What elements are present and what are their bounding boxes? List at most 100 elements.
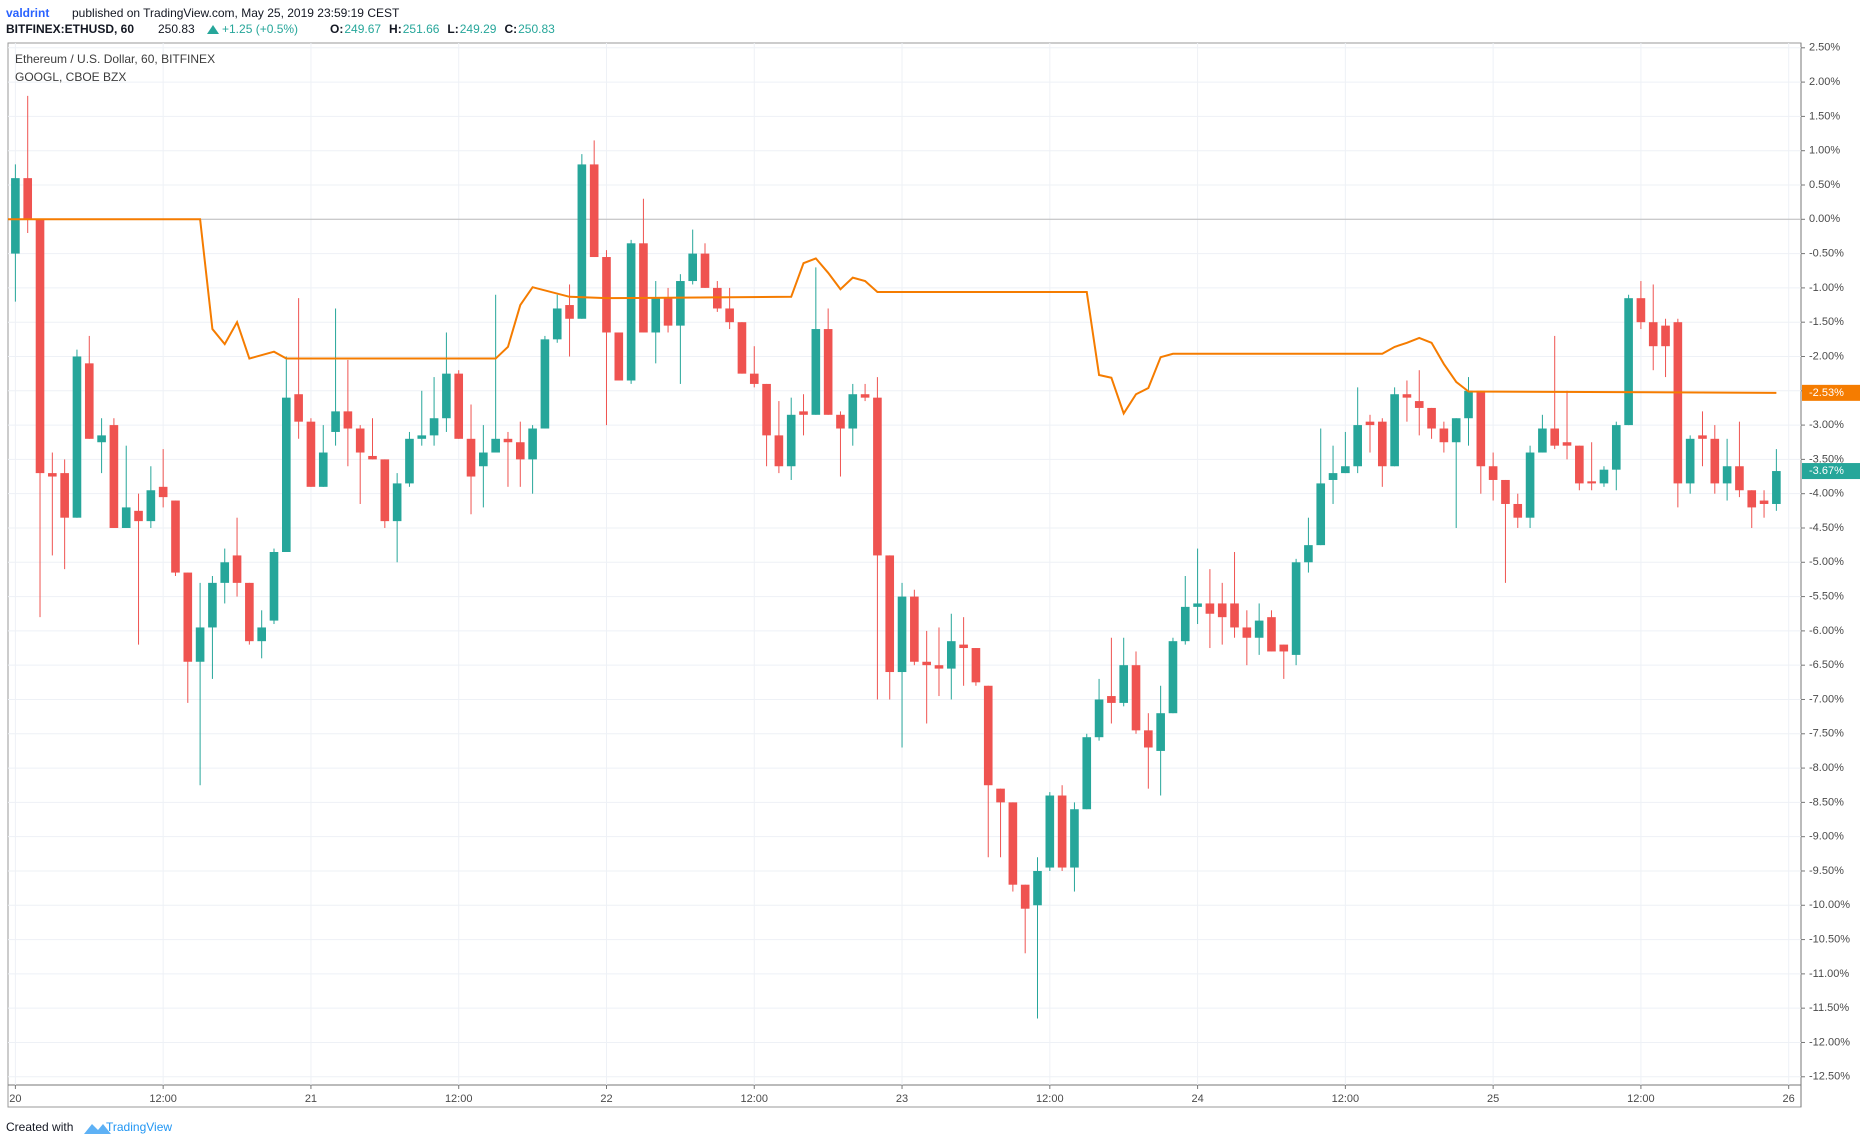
candle-body xyxy=(1525,452,1535,518)
x-tick-label: 25 xyxy=(1487,1093,1499,1105)
y-tick-label: -9.00% xyxy=(1809,831,1844,843)
candle-body xyxy=(1328,473,1338,480)
candle-body xyxy=(23,178,33,220)
ohlc-value: 249.67 xyxy=(344,22,381,36)
candle-body xyxy=(1094,699,1104,738)
ohlc-value: 250.83 xyxy=(518,22,555,36)
candle-body xyxy=(1464,390,1473,419)
candle-body xyxy=(343,411,353,429)
candle-body xyxy=(1082,737,1092,810)
y-tick-label: -0.50% xyxy=(1809,248,1844,260)
x-tick-label: 22 xyxy=(600,1093,612,1105)
candle-body xyxy=(1550,428,1560,446)
candle-body xyxy=(589,164,599,258)
candle-body xyxy=(934,665,944,669)
candle-body xyxy=(1439,428,1449,443)
candle-body xyxy=(195,627,205,662)
candle-body xyxy=(1427,407,1436,429)
y-tick-label: -12.00% xyxy=(1809,1036,1850,1048)
change: +1.25 (+0.5%) xyxy=(222,22,298,36)
candle-body xyxy=(860,394,870,398)
candle-body xyxy=(811,329,821,415)
candle-body xyxy=(1168,641,1178,714)
x-tick-label: 24 xyxy=(1191,1093,1203,1105)
candle-body xyxy=(1008,802,1018,885)
ohlc-label: C: xyxy=(504,22,517,36)
candle-body xyxy=(1033,870,1042,906)
candle-body xyxy=(245,582,254,642)
y-tick-label: -6.00% xyxy=(1809,625,1844,637)
candle-body xyxy=(762,383,771,436)
candle-body xyxy=(1353,425,1362,467)
candle-body xyxy=(910,596,919,662)
candle-body xyxy=(663,298,673,326)
candle-body xyxy=(749,373,759,384)
candle-body xyxy=(1242,627,1252,638)
candle-body xyxy=(146,490,156,522)
candle-body xyxy=(232,555,242,583)
candle-body xyxy=(651,298,661,333)
candle-body xyxy=(971,648,981,683)
candle-body xyxy=(1107,696,1116,703)
footer-brand[interactable]: TradingView xyxy=(106,1120,172,1134)
candle-body xyxy=(848,394,858,429)
candle-body xyxy=(1267,617,1276,652)
x-tick-label: 23 xyxy=(896,1093,908,1105)
candle-body xyxy=(1562,442,1572,446)
candle-body xyxy=(774,435,784,467)
legend-compare: GOOGL, CBOE BZX xyxy=(15,70,126,84)
candle-body xyxy=(380,459,390,522)
candle-body xyxy=(269,551,279,621)
candle-body xyxy=(1414,401,1424,408)
candle-body xyxy=(331,411,340,432)
candle-body xyxy=(1513,503,1523,518)
ohlc-value: 251.66 xyxy=(403,22,440,36)
ticker: BITFINEX:ETHUSD, 60 xyxy=(6,22,134,36)
price-badge-label: -2.53% xyxy=(1809,387,1844,399)
x-tick-label: 12:00 xyxy=(445,1093,473,1105)
candle-body xyxy=(897,596,907,673)
y-tick-label: 1.00% xyxy=(1809,145,1840,157)
candle-body xyxy=(1735,466,1744,491)
candle-body xyxy=(503,438,513,443)
author[interactable]: valdrint xyxy=(6,6,49,20)
candle-body xyxy=(1156,713,1165,751)
candle-body xyxy=(454,373,464,439)
ohlc-label: O: xyxy=(330,22,343,36)
y-tick-label: -7.00% xyxy=(1809,693,1844,705)
candle-body xyxy=(1279,644,1289,652)
candle-body xyxy=(1673,322,1683,484)
candle-body xyxy=(1759,500,1769,504)
candle-body xyxy=(983,685,993,786)
candle-body xyxy=(442,373,451,419)
candle-body xyxy=(1710,438,1720,484)
ohlc: O: 249.67 H: 251.66 L: 249.29 C: 250.83 xyxy=(330,22,555,36)
candle-body xyxy=(429,418,439,436)
candle-body xyxy=(417,435,427,439)
candle-body xyxy=(109,425,119,528)
candle-body xyxy=(1070,809,1079,868)
candle-body xyxy=(466,438,476,477)
candle-body xyxy=(959,644,968,649)
y-tick-label: 0.50% xyxy=(1809,179,1840,191)
candle-body xyxy=(1057,795,1067,868)
candle-body xyxy=(318,452,328,487)
x-tick-label: 12:00 xyxy=(1036,1093,1064,1105)
price: 250.83 xyxy=(158,22,195,36)
x-tick-label: 12:00 xyxy=(149,1093,177,1105)
candle-body xyxy=(565,305,574,319)
candle-body xyxy=(1316,483,1326,546)
price-badge xyxy=(1802,384,1860,401)
candle-body xyxy=(528,428,537,460)
candle-body xyxy=(48,473,57,477)
ohlc-value: 249.29 xyxy=(460,22,497,36)
candle-body xyxy=(1685,438,1695,484)
x-tick-label: 20 xyxy=(9,1093,21,1105)
candle-body xyxy=(1390,394,1399,467)
candle-body xyxy=(35,219,45,474)
y-tick-label: -8.00% xyxy=(1809,762,1844,774)
candle-body xyxy=(823,329,833,415)
y-tick-label: -8.50% xyxy=(1809,796,1844,808)
candle-body xyxy=(257,627,266,642)
